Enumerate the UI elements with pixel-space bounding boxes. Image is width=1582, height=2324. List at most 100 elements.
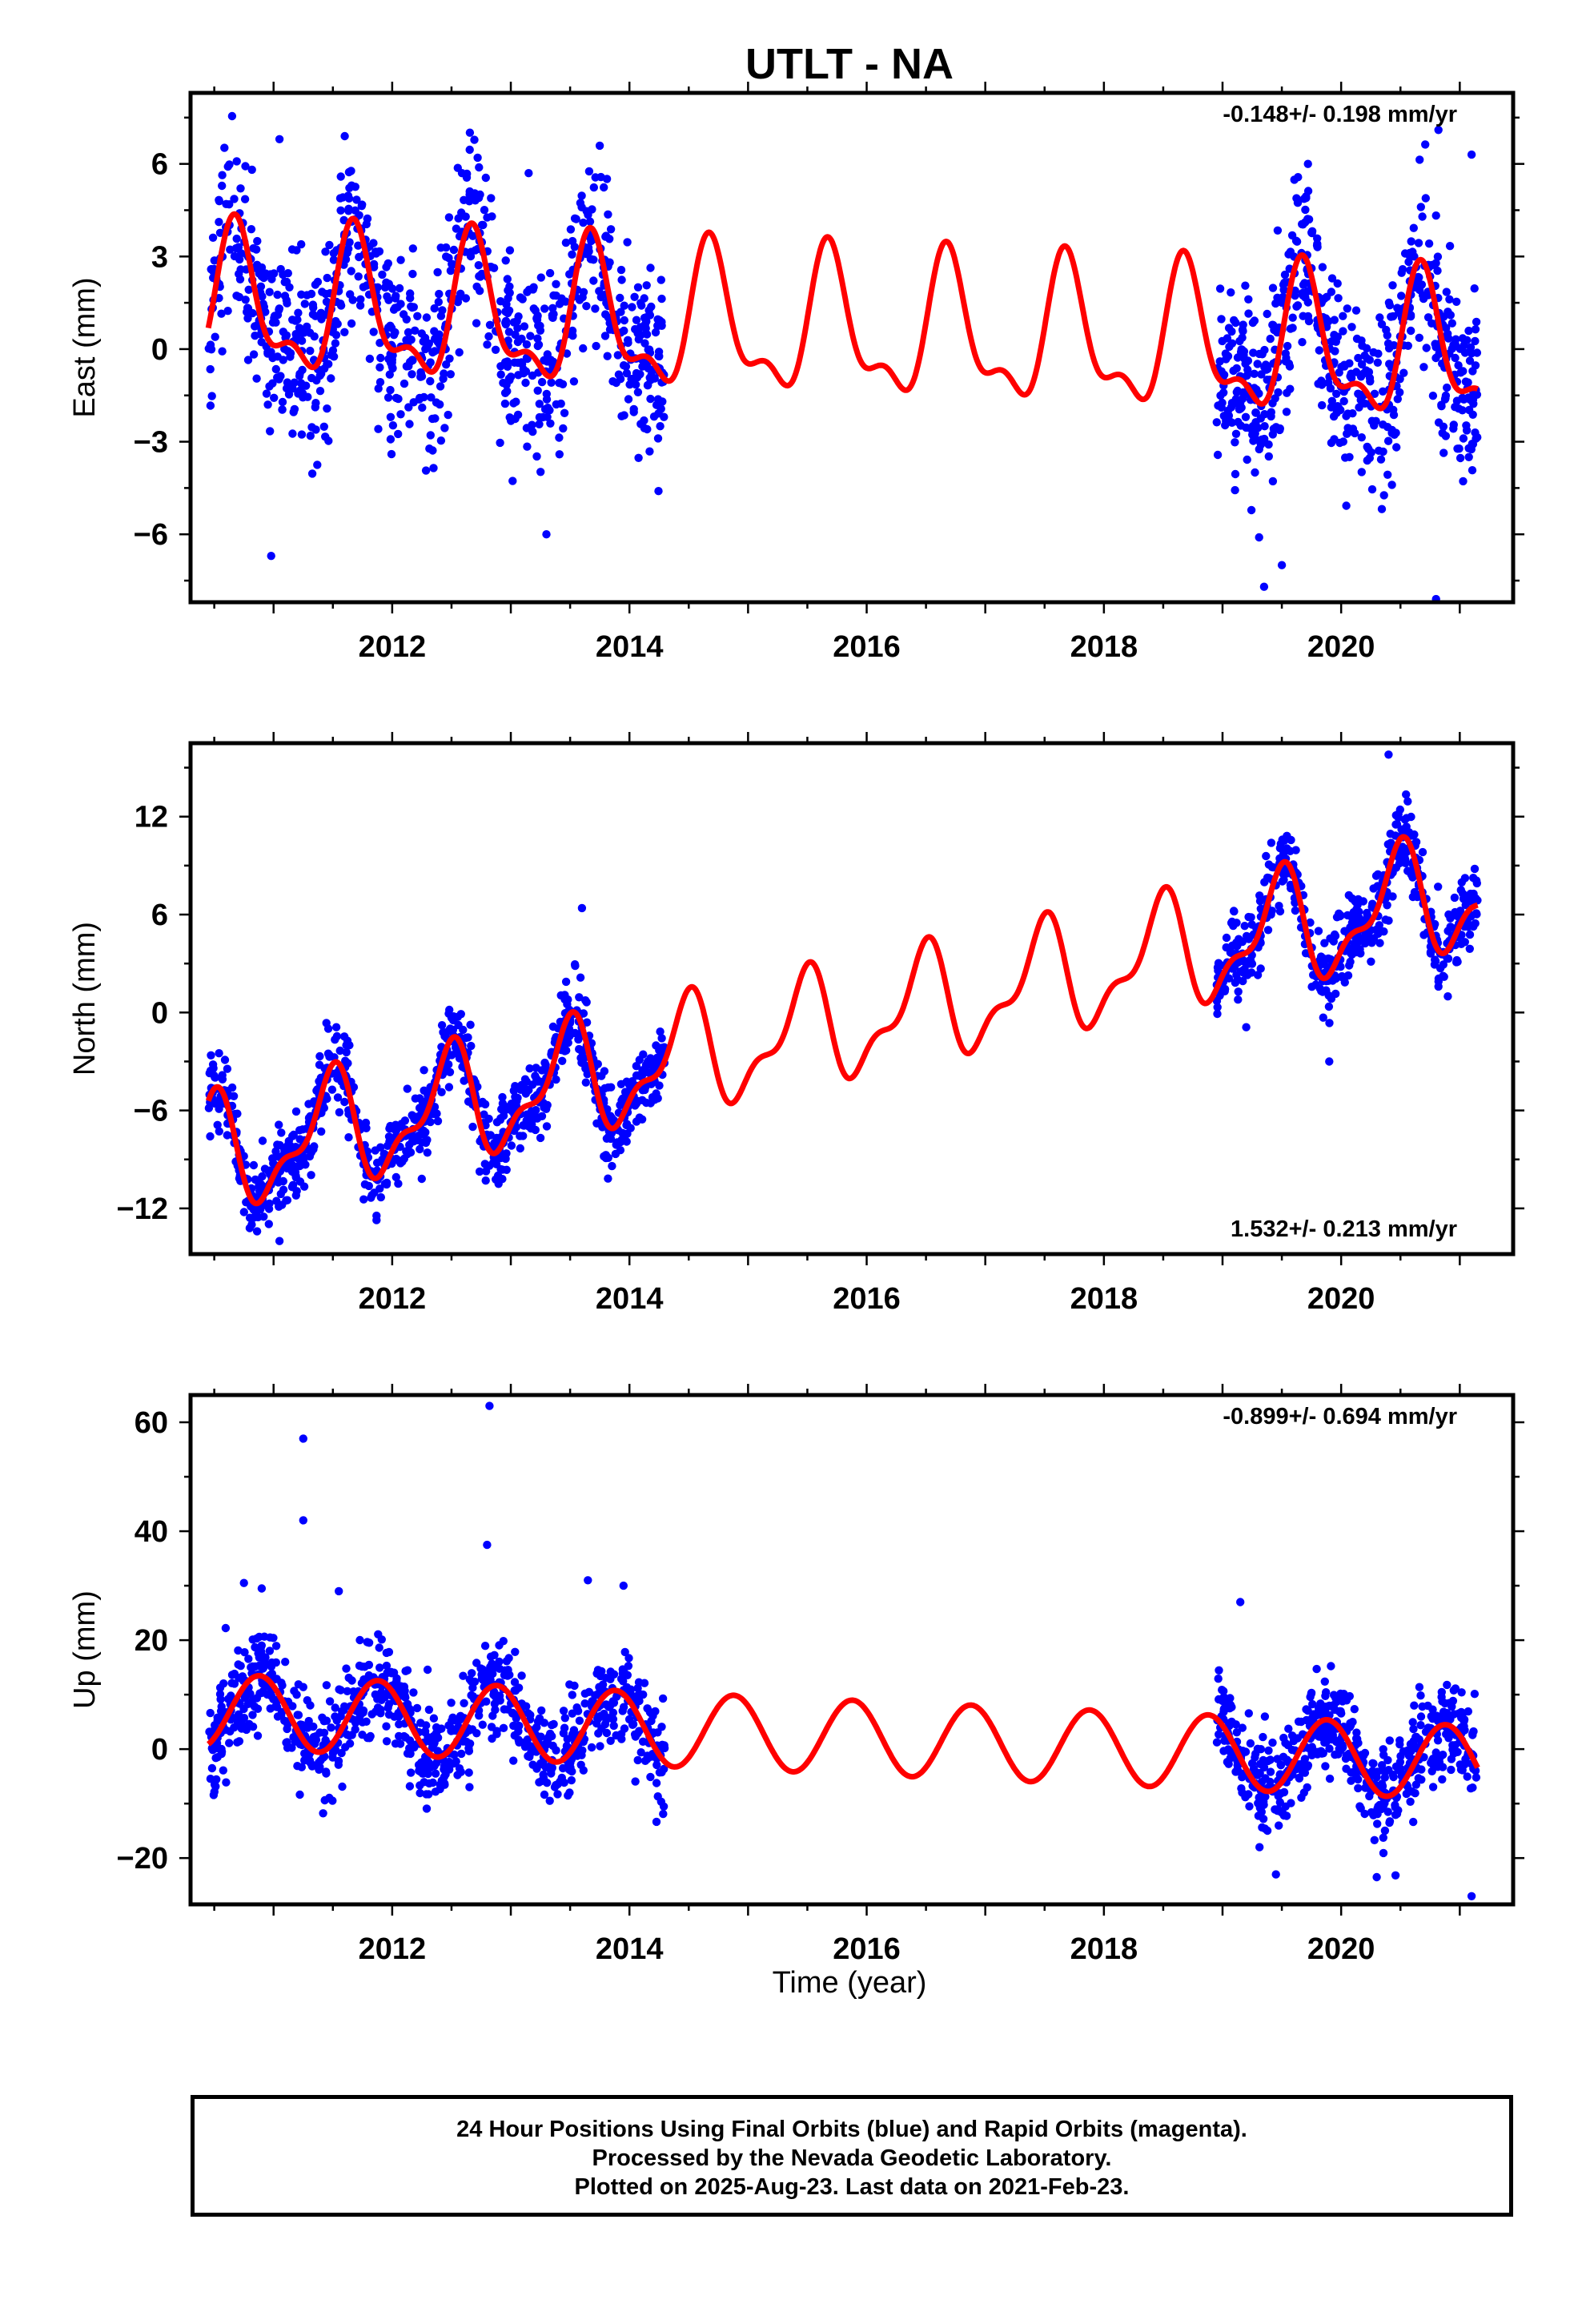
data-point	[1261, 360, 1271, 369]
data-point	[453, 1771, 462, 1779]
data-point	[1218, 1686, 1227, 1695]
data-point	[263, 400, 272, 409]
data-point	[620, 1647, 629, 1657]
data-point	[1219, 1747, 1228, 1755]
data-point	[588, 205, 596, 214]
data-point	[1343, 304, 1352, 313]
data-point	[467, 1041, 476, 1051]
data-point	[1273, 1807, 1282, 1815]
data-point	[1351, 914, 1359, 923]
data-point	[431, 1769, 440, 1778]
data-point	[215, 1690, 225, 1699]
data-point	[1428, 1715, 1437, 1723]
data-point	[514, 371, 523, 380]
data-point	[306, 1759, 315, 1767]
data-point	[379, 1149, 388, 1158]
data-point	[331, 1703, 339, 1712]
data-point	[1335, 368, 1343, 377]
data-point	[559, 1729, 568, 1738]
data-point	[633, 388, 643, 396]
data-point	[474, 261, 483, 270]
data-point	[1373, 1804, 1382, 1813]
data-point	[637, 1115, 647, 1124]
data-point	[1299, 312, 1307, 320]
data-point	[383, 323, 393, 332]
data-point	[1427, 319, 1436, 328]
data-point	[1377, 505, 1387, 513]
data-point	[343, 1687, 351, 1695]
outlier-point	[1259, 582, 1269, 591]
data-point	[1216, 961, 1226, 970]
data-point	[1345, 1691, 1355, 1701]
data-point	[480, 1642, 490, 1651]
data-point	[1448, 1741, 1457, 1750]
data-point	[276, 1189, 285, 1199]
data-point	[1316, 1702, 1325, 1711]
data-point	[1275, 902, 1283, 911]
data-point	[606, 225, 616, 234]
data-point	[323, 1024, 333, 1033]
data-point	[404, 362, 413, 371]
data-point	[504, 306, 514, 315]
data-point	[457, 1749, 466, 1759]
data-point	[539, 1099, 548, 1108]
data-point	[1219, 388, 1228, 397]
data-point	[1374, 929, 1383, 939]
data-point	[596, 172, 605, 182]
data-point	[374, 1630, 383, 1639]
data-point	[1455, 444, 1464, 453]
data-point	[1413, 892, 1422, 902]
data-point	[1374, 349, 1383, 358]
data-point	[252, 1227, 262, 1236]
data-point	[1460, 938, 1470, 947]
data-point	[391, 294, 400, 303]
data-point	[1451, 403, 1460, 412]
data-point	[283, 347, 292, 356]
data-point	[1255, 444, 1264, 454]
data-point	[1218, 336, 1227, 346]
y-tick-label: −12	[117, 1192, 168, 1226]
data-point	[1325, 1019, 1334, 1027]
x-tick-label: 2020	[1307, 630, 1375, 664]
data-point	[215, 1127, 223, 1136]
data-point	[417, 372, 427, 381]
outlier-point	[485, 1401, 494, 1410]
data-point	[1339, 437, 1348, 446]
data-point	[1434, 974, 1443, 983]
data-point	[276, 264, 285, 274]
data-point	[306, 1701, 315, 1710]
data-point	[389, 1668, 399, 1677]
data-point	[409, 398, 418, 407]
data-point	[1256, 964, 1265, 973]
data-point	[552, 400, 560, 409]
data-point	[219, 1679, 228, 1688]
data-point	[341, 1056, 350, 1065]
data-point	[215, 1049, 223, 1058]
data-point	[436, 1780, 444, 1789]
data-point	[277, 1707, 287, 1717]
data-point	[391, 328, 400, 337]
data-point	[298, 1125, 307, 1134]
data-point	[325, 1697, 335, 1706]
data-point	[292, 246, 301, 255]
data-point	[498, 1175, 507, 1184]
data-point	[1227, 288, 1235, 297]
data-point	[1416, 203, 1426, 211]
data-point	[418, 403, 427, 412]
data-point	[207, 1763, 217, 1773]
data-point	[579, 344, 588, 353]
data-point	[1326, 934, 1335, 943]
data-point	[1415, 333, 1424, 342]
data-point	[636, 299, 645, 308]
data-point	[1354, 1783, 1363, 1793]
data-point	[323, 360, 331, 368]
data-point	[362, 1717, 371, 1726]
data-point	[528, 1120, 536, 1129]
data-point	[472, 1729, 481, 1738]
data-point	[532, 1764, 541, 1773]
data-point	[400, 1683, 409, 1691]
data-point	[606, 1134, 616, 1144]
data-point	[336, 172, 345, 181]
data-point	[1239, 327, 1247, 336]
data-point	[620, 1667, 628, 1677]
